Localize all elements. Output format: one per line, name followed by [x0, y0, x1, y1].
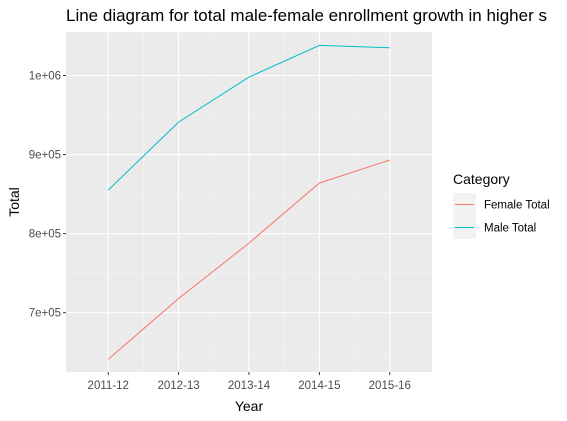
x-tick-label: 2015-16 [369, 380, 411, 392]
y-tick-label: 7e+05 [29, 308, 61, 320]
y-tick-label: 9e+05 [29, 150, 61, 162]
x-tick-label: 2012-13 [158, 380, 200, 392]
legend: Category Female Total Male Total [453, 171, 550, 239]
y-axis: 7e+05 8e+05 9e+05 1e+06 [29, 70, 66, 320]
legend-title: Category [453, 171, 510, 187]
chart-title: Line diagram for total male-female enrol… [66, 6, 547, 25]
major-gridlines [66, 32, 432, 372]
x-tick-label: 2014-15 [298, 380, 340, 392]
x-axis: 2011-12 2012-13 2013-14 2014-15 2015-16 [88, 372, 411, 392]
legend-label-male-total: Male Total [484, 223, 536, 235]
series-line-male-total [107, 44, 390, 191]
y-tick-label: 8e+05 [29, 229, 61, 241]
x-tick-label: 2013-14 [228, 380, 271, 392]
y-tick-label: 1e+06 [29, 70, 61, 82]
x-tick-label: 2011-12 [88, 380, 129, 392]
legend-label-female-total: Female Total [484, 200, 550, 212]
x-axis-title: Year [235, 398, 264, 414]
y-axis-title: Total [6, 187, 22, 217]
series-line-female-total [107, 159, 390, 360]
series-layer [107, 44, 390, 360]
